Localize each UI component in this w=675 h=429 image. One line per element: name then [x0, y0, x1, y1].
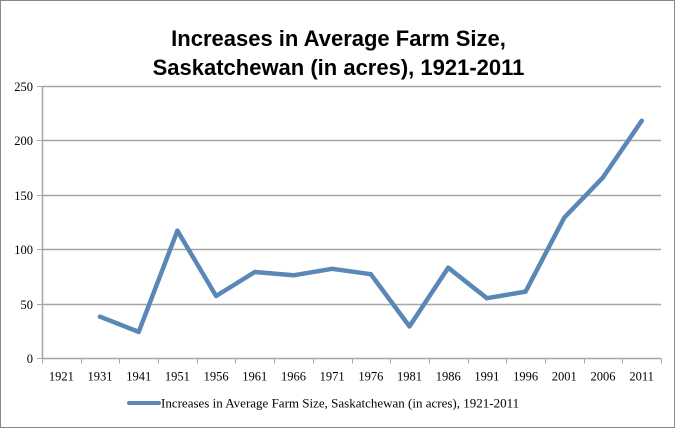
- x-tick-label: 1921: [49, 370, 74, 384]
- chart-title-line-1: Increases in Average Farm Size,: [171, 26, 506, 51]
- series-line: [97, 118, 644, 335]
- data-point: [639, 118, 644, 124]
- gridlines: [42, 85, 661, 306]
- chart-title-line-2: Saskatchewan (in acres), 1921-2011: [153, 55, 525, 80]
- y-tick-label: 0: [27, 352, 33, 366]
- x-tick-label: 1981: [397, 370, 422, 384]
- x-tick-label: 1976: [358, 370, 383, 384]
- data-point: [368, 272, 373, 277]
- y-tick-label: 150: [14, 189, 33, 203]
- data-point: [252, 269, 257, 275]
- x-tick-label: 1971: [320, 370, 345, 384]
- data-point: [407, 324, 412, 329]
- x-tick-label: 1951: [165, 370, 190, 384]
- x-tick-label: 2006: [590, 370, 615, 384]
- y-tick-label: 50: [21, 298, 34, 312]
- data-point: [175, 228, 180, 233]
- x-tick-label: 1941: [126, 370, 151, 384]
- x-tick-label: 1961: [242, 370, 267, 384]
- x-tick-label: 2011: [629, 370, 654, 384]
- y-axis: 0 50 100 150 200 250: [14, 80, 44, 366]
- data-point: [213, 293, 219, 299]
- x-tick-label: 1956: [204, 370, 229, 384]
- y-tick-label: 250: [14, 80, 33, 94]
- x-axis: 1921 1931 1941 1951 1956 1961 1966 1971 1976 1981…: [42, 357, 662, 384]
- x-tick-label: 1931: [88, 370, 113, 384]
- data-point: [446, 265, 451, 270]
- x-tick-label: 1986: [436, 370, 461, 384]
- x-tick-label: 1991: [474, 370, 499, 384]
- x-tick-label: 2001: [552, 370, 577, 384]
- legend: Increases in Average Farm Size, Saskatch…: [127, 396, 519, 411]
- y-tick-label: 200: [14, 134, 33, 148]
- data-point: [600, 175, 606, 180]
- data-point: [562, 215, 567, 220]
- data-point: [136, 329, 141, 335]
- chart-title: Increases in Average Farm Size, Saskatch…: [153, 26, 525, 80]
- y-tick-label: 100: [14, 243, 33, 257]
- x-tick-label: 1996: [513, 370, 538, 384]
- x-tick-label: 1966: [281, 370, 306, 384]
- data-point: [97, 314, 103, 319]
- data-point: [484, 296, 490, 301]
- series-group: [97, 118, 644, 335]
- legend-label: Increases in Average Farm Size, Saskatch…: [161, 396, 519, 411]
- data-point: [523, 289, 528, 294]
- data-point: [330, 266, 335, 271]
- data-point: [291, 273, 296, 278]
